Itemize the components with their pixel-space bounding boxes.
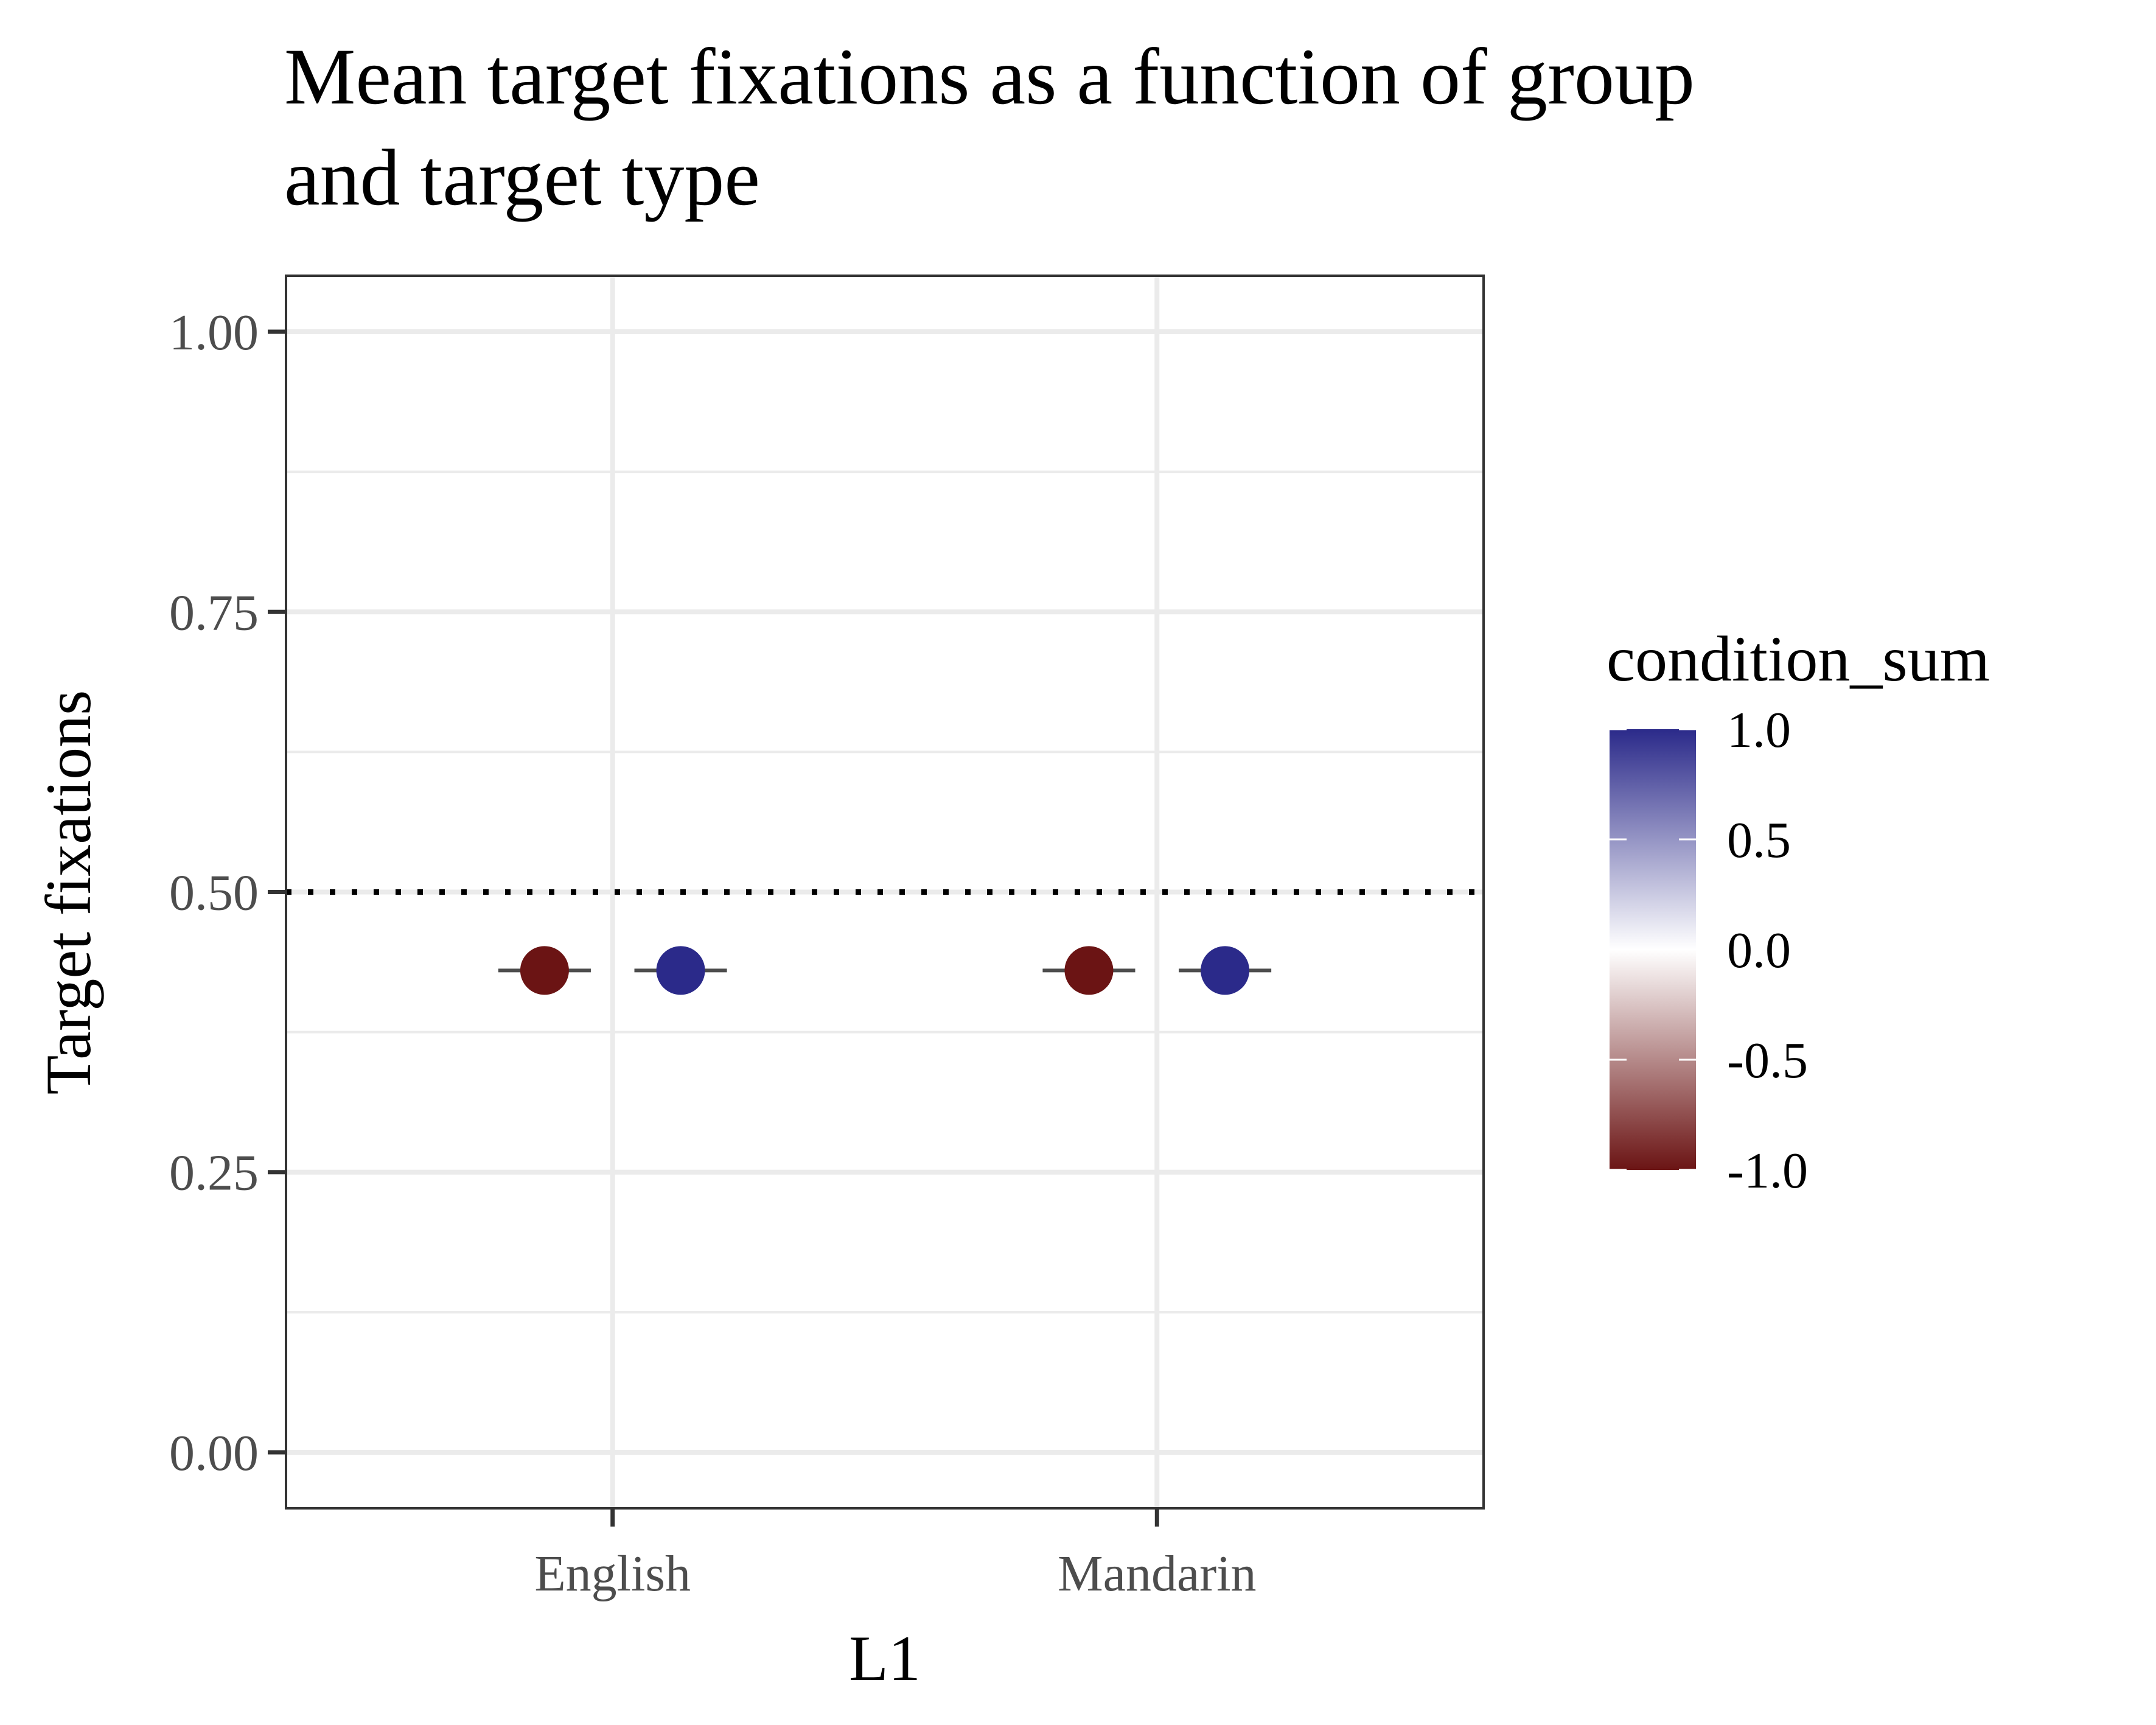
x-tick-label: Mandarin xyxy=(1058,1545,1257,1602)
y-tick-label: 0.00 xyxy=(169,1425,259,1482)
y-tick-label: 0.50 xyxy=(169,865,259,922)
y-tick-label: 1.00 xyxy=(169,304,259,361)
data-point xyxy=(1064,946,1114,995)
chart-title-line-1: Mean target fixations as a function of g… xyxy=(284,32,1695,121)
legend-label: 0.5 xyxy=(1727,812,1791,869)
y-tick-label: 0.75 xyxy=(169,584,259,641)
legend-title: condition_sum xyxy=(1607,623,1990,695)
data-point xyxy=(656,946,705,995)
x-tick-label: English xyxy=(534,1545,691,1602)
legend: condition_sum 1.0 0.5 0.0 -0.5 -1.0 xyxy=(1607,623,1990,1199)
chart-title-line-2: and target type xyxy=(284,133,760,222)
legend-label: -1.0 xyxy=(1727,1142,1808,1199)
y-tick-label: 0.25 xyxy=(169,1145,259,1202)
legend-label: 0.0 xyxy=(1727,922,1791,979)
y-axis-title: Target fixations xyxy=(33,690,104,1095)
legend-label: -0.5 xyxy=(1727,1032,1808,1089)
legend-label: 1.0 xyxy=(1727,702,1791,758)
axes: 0.00 0.25 0.50 0.75 1.00 English Mandarin xyxy=(169,304,1257,1602)
data-point xyxy=(1201,946,1250,995)
legend-ticks: 1.0 0.5 0.0 -0.5 -1.0 xyxy=(1610,702,1808,1199)
data-marks xyxy=(498,946,1272,995)
x-axis-title: L1 xyxy=(849,1623,921,1694)
data-point xyxy=(520,946,569,995)
